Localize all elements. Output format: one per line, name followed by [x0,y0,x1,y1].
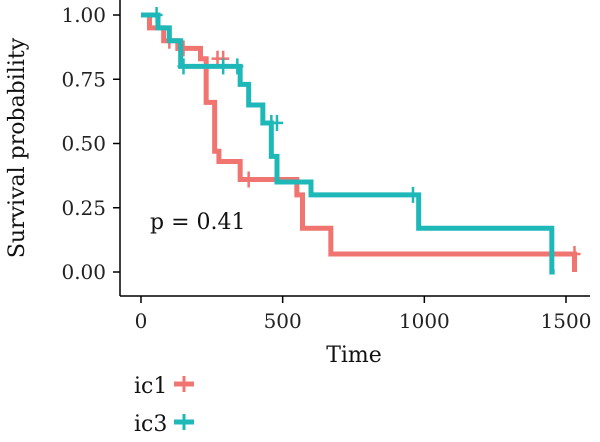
x-tick-label: 500 [264,309,302,333]
y-tick-label: 1.00 [61,3,106,27]
legend-item-ic3: ic3 [134,412,194,437]
y-axis-title: Survival probability [5,37,30,258]
axes [119,0,590,297]
x-axis-title: Time [326,343,382,368]
y-tick-label: 0.75 [61,67,106,91]
y-tick-label: 0.25 [61,196,106,220]
legend-label-ic1: ic1 [134,374,167,399]
legend-item-ic1: ic1 [134,374,194,399]
x-tick-label: 1500 [541,309,592,333]
y-tick-label: 0.00 [61,260,106,284]
y-tick-label: 0.50 [61,132,106,156]
p-value-annotation: p = 0.41 [150,210,246,235]
x-tick-label: 1000 [399,309,450,333]
legend-label-ic3: ic3 [134,412,167,437]
series-ic3 [141,7,555,275]
survival-curve-ic3 [141,12,555,275]
y-ticks: 0.00 0.25 0.50 0.75 1.00 [61,3,120,284]
legend: ic1 ic3 [134,374,194,437]
x-tick-label: 0 [135,309,148,333]
x-ticks: 0 500 1000 1500 [135,296,592,333]
series-layer [141,7,581,275]
